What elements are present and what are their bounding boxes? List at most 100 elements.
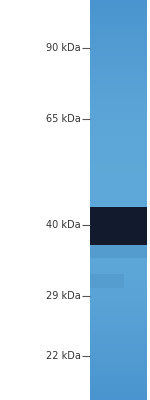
Bar: [90, 385, 147, 387]
Bar: [90, 145, 147, 147]
Bar: [90, 219, 147, 220]
Bar: [90, 47, 147, 48]
Bar: [90, 21, 147, 23]
Bar: [90, 25, 147, 27]
Bar: [90, 176, 147, 177]
Bar: [90, 168, 147, 169]
Bar: [90, 224, 147, 225]
Bar: [90, 392, 147, 393]
Bar: [90, 274, 124, 288]
Bar: [90, 184, 147, 185]
Bar: [90, 223, 147, 224]
Bar: [90, 164, 147, 165]
Bar: [90, 104, 147, 105]
Bar: [90, 368, 147, 369]
Text: 29 kDa: 29 kDa: [46, 291, 81, 301]
Bar: [90, 181, 147, 183]
Bar: [90, 228, 147, 229]
Bar: [90, 107, 147, 108]
Bar: [90, 284, 147, 285]
Bar: [90, 13, 147, 15]
Bar: [90, 108, 147, 109]
Bar: [90, 355, 147, 356]
Bar: [90, 69, 147, 71]
Bar: [90, 208, 147, 209]
Bar: [90, 349, 147, 351]
Bar: [90, 343, 147, 344]
Bar: [90, 59, 147, 60]
Bar: [90, 283, 147, 284]
Bar: [90, 333, 147, 335]
Bar: [90, 360, 147, 361]
Bar: [90, 331, 147, 332]
Bar: [90, 8, 147, 9]
Bar: [90, 51, 147, 52]
Bar: [90, 247, 147, 248]
Bar: [90, 117, 147, 119]
Bar: [90, 273, 147, 275]
Bar: [90, 187, 147, 188]
Bar: [90, 256, 147, 257]
Bar: [90, 111, 147, 112]
Bar: [90, 383, 147, 384]
Bar: [90, 323, 147, 324]
Bar: [90, 257, 147, 259]
Bar: [90, 148, 147, 149]
Text: 90 kDa: 90 kDa: [46, 43, 81, 53]
Bar: [90, 307, 147, 308]
Bar: [90, 352, 147, 353]
Bar: [90, 320, 147, 321]
Bar: [90, 100, 147, 101]
Bar: [90, 243, 147, 244]
Bar: [90, 328, 147, 329]
Bar: [90, 0, 147, 400]
Bar: [90, 3, 147, 4]
Bar: [90, 27, 147, 28]
Bar: [90, 28, 147, 29]
Bar: [90, 387, 147, 388]
Bar: [90, 207, 147, 245]
Bar: [90, 309, 147, 311]
Bar: [90, 253, 147, 255]
Bar: [90, 376, 147, 377]
Bar: [90, 233, 147, 235]
Bar: [90, 215, 147, 216]
Bar: [90, 347, 147, 348]
Bar: [90, 225, 147, 227]
Bar: [90, 336, 147, 337]
Bar: [90, 85, 147, 87]
Bar: [90, 109, 147, 111]
Bar: [90, 64, 147, 65]
Bar: [90, 129, 147, 131]
Bar: [90, 37, 147, 39]
Bar: [90, 317, 147, 319]
Bar: [90, 12, 147, 13]
Bar: [90, 16, 147, 17]
Bar: [90, 52, 147, 53]
Bar: [90, 127, 147, 128]
Bar: [90, 200, 147, 201]
Bar: [90, 177, 147, 179]
Bar: [90, 133, 147, 135]
Bar: [90, 332, 147, 333]
Bar: [90, 160, 147, 161]
Bar: [90, 19, 147, 20]
Bar: [90, 201, 147, 203]
Bar: [90, 241, 147, 243]
Bar: [90, 335, 147, 336]
Bar: [90, 1, 147, 3]
Bar: [90, 195, 147, 196]
Bar: [90, 57, 147, 59]
Bar: [90, 365, 147, 367]
Bar: [90, 399, 147, 400]
Bar: [90, 137, 147, 139]
Bar: [90, 165, 147, 167]
Bar: [90, 292, 147, 293]
Bar: [90, 43, 147, 44]
Text: 22 kDa: 22 kDa: [46, 351, 81, 361]
Bar: [90, 76, 147, 77]
Bar: [90, 207, 147, 208]
Bar: [90, 295, 147, 296]
Bar: [90, 277, 147, 279]
Bar: [90, 236, 147, 237]
